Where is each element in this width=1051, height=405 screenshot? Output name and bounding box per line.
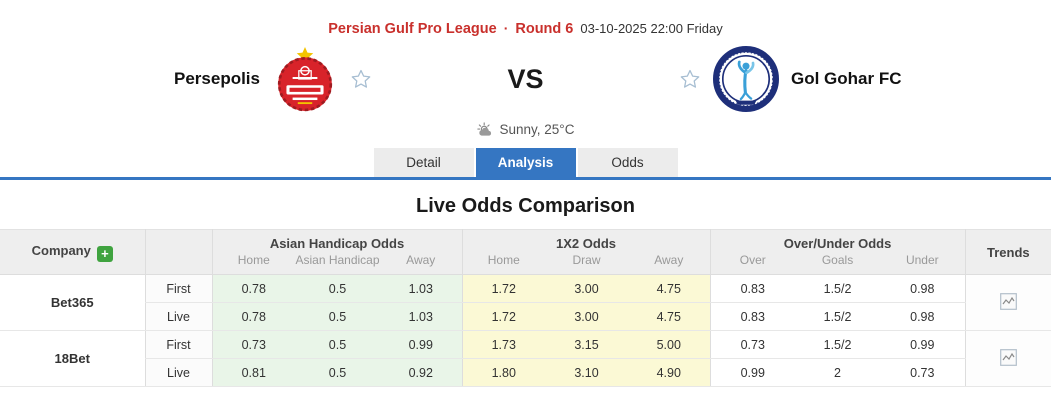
- odds-cell: 0.73: [709, 330, 796, 359]
- away-team-block: Gol Gohar FC: [571, 46, 1051, 112]
- odds-cell: 1.5/2: [795, 274, 881, 303]
- ou-over-header: Over: [709, 251, 796, 275]
- tab-odds[interactable]: Odds: [577, 148, 678, 177]
- home-team-logo: [277, 47, 333, 112]
- trends-cell: [964, 330, 1051, 387]
- company-name: 18Bet: [0, 330, 145, 387]
- odds-cell: 3.00: [545, 274, 628, 303]
- over-under-group-header: Over/Under Odds: [709, 229, 966, 252]
- x12-away-header: Away: [628, 251, 711, 275]
- ah-home-header: Home: [211, 251, 295, 275]
- odds-cell: 4.75: [628, 274, 711, 303]
- home-team-name: Persepolis: [174, 69, 260, 88]
- tab-detail[interactable]: Detail: [373, 148, 474, 177]
- table-row: Live 0.81 0.5 0.92 1.80 3.10 4.90 0.99 2…: [0, 358, 1051, 387]
- trends-column-header: Trends: [964, 229, 1051, 275]
- odds-cell: 0.83: [709, 302, 796, 331]
- tab-underline: [0, 177, 1051, 180]
- odds-comparison-table: Company + Asian Handicap Odds 1X2 Odds Ov…: [0, 229, 1051, 387]
- row-type: Live: [144, 302, 212, 331]
- x12-home-header: Home: [461, 251, 545, 275]
- weather-icon: [476, 121, 491, 136]
- trend-chart-icon[interactable]: [999, 292, 1017, 310]
- odds-cell: 1.73: [461, 330, 545, 359]
- row-type: First: [144, 274, 212, 303]
- round-label: Round 6: [515, 21, 574, 37]
- trend-chart-icon[interactable]: [999, 348, 1017, 366]
- company-column-header: Company +: [0, 229, 145, 275]
- odds-cell: 0.99: [380, 330, 462, 359]
- odds-cell: 1.80: [461, 358, 545, 387]
- odds-cell: 0.92: [380, 358, 462, 387]
- table-row: Bet365 First 0.78 0.5 1.03 1.72 3.00 4.7…: [0, 274, 1051, 331]
- odds-cell: 0.5: [295, 302, 380, 331]
- odds-cell: 4.75: [628, 302, 711, 331]
- odds-cell: 0.73: [880, 358, 966, 387]
- odds-cell: 0.81: [211, 358, 295, 387]
- league-name: Persian Gulf Pro League: [328, 21, 497, 37]
- odds-cell: 0.78: [211, 302, 295, 331]
- separator-dot: ·: [503, 20, 509, 36]
- odds-cell: 3.15: [545, 330, 628, 359]
- odds-cell: 3.00: [545, 302, 628, 331]
- away-favorite-star-icon[interactable]: [679, 68, 701, 90]
- odds-cell: 0.73: [211, 330, 295, 359]
- vs-label: VS: [507, 63, 544, 94]
- row-type: First: [144, 330, 212, 359]
- odds-cell: 1.72: [461, 274, 545, 303]
- add-company-plus-icon[interactable]: +: [96, 245, 113, 262]
- odds-cell: 0.83: [709, 274, 796, 303]
- tab-bar: Detail Analysis Odds: [0, 148, 1051, 177]
- row-type-column-header: [144, 229, 212, 275]
- match-header: Persian Gulf Pro League · Round 6 03-10-…: [0, 20, 1051, 37]
- odds-cell: 1.72: [461, 302, 545, 331]
- odds-cell: 0.99: [709, 358, 796, 387]
- odds-cell: 1.03: [380, 302, 462, 331]
- trends-cell: [964, 274, 1051, 331]
- odds-cell: 0.98: [880, 302, 966, 331]
- away-team-name: Gol Gohar FC: [791, 69, 902, 88]
- odds-cell: 0.98: [880, 274, 966, 303]
- table-row: Live 0.78 0.5 1.03 1.72 3.00 4.75 0.83 1…: [0, 302, 1051, 331]
- odds-cell: 0.5: [295, 358, 380, 387]
- weather-text: Sunny, 25°C: [499, 121, 575, 137]
- home-team-block: Persepolis: [0, 46, 480, 112]
- odds-cell: 4.90: [628, 358, 711, 387]
- odds-cell: 0.5: [295, 330, 380, 359]
- odds-cell: 1.5/2: [795, 330, 881, 359]
- odds-cell: 2: [795, 358, 881, 387]
- home-favorite-star-icon[interactable]: [350, 68, 372, 90]
- kickoff-datetime: 03-10-2025 22:00 Friday: [580, 21, 723, 36]
- odds-cell: 3.10: [545, 358, 628, 387]
- asian-handicap-group-header: Asian Handicap Odds: [211, 229, 462, 252]
- ou-under-header: Under: [880, 251, 966, 275]
- company-name: Bet365: [0, 274, 145, 331]
- 1x2-group-header: 1X2 Odds: [461, 229, 711, 252]
- odds-cell: 0.99: [880, 330, 966, 359]
- ou-goals-header: Goals: [795, 251, 881, 275]
- match-banner: Persepolis VS: [0, 43, 1051, 115]
- odds-cell: 5.00: [628, 330, 711, 359]
- odds-cell: 1.5/2: [795, 302, 881, 331]
- table-row: 18Bet First 0.73 0.5 0.99 1.73 3.15 5.00…: [0, 330, 1051, 387]
- ah-away-header: Away: [380, 251, 462, 275]
- tab-analysis[interactable]: Analysis: [475, 148, 576, 177]
- weather-row: Sunny, 25°C: [0, 119, 1051, 139]
- odds-cell: 0.78: [211, 274, 295, 303]
- odds-cell: 0.5: [295, 274, 380, 303]
- x12-draw-header: Draw: [545, 251, 628, 275]
- ah-handicap-header: Asian Handicap: [295, 251, 380, 275]
- away-team-logo: [713, 46, 779, 112]
- odds-cell: 1.03: [380, 274, 462, 303]
- page-title: Live Odds Comparison: [416, 195, 635, 217]
- row-type: Live: [144, 358, 212, 387]
- company-header-label: Company: [31, 242, 91, 258]
